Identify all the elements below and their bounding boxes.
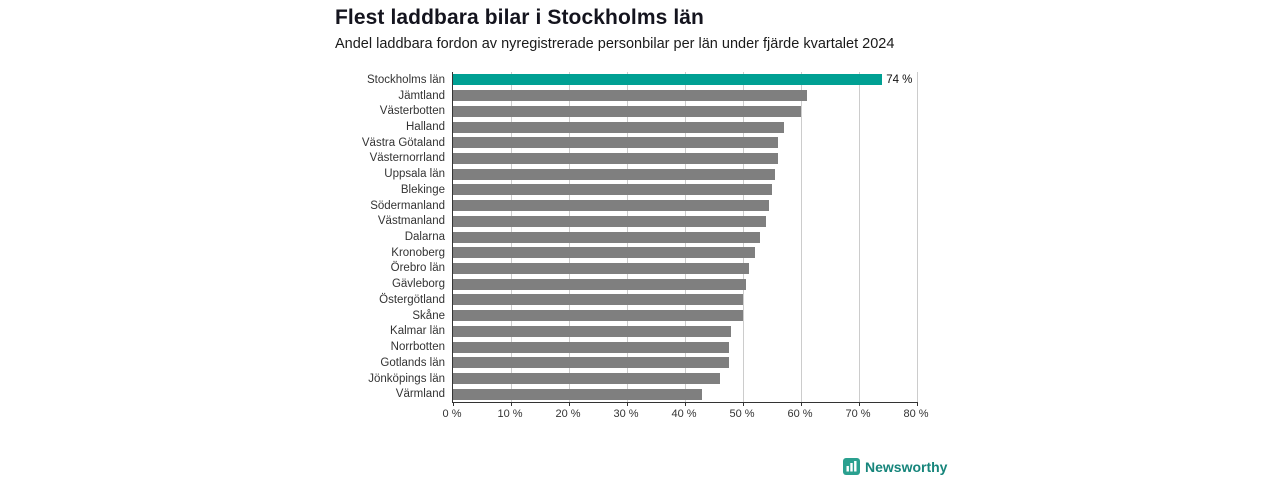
category-label: Jönköpings län [368,372,445,385]
bar-row [453,245,917,261]
category-label: Södermanland [370,199,445,212]
tick-mark [917,402,918,406]
x-tick-label: 30 % [613,408,639,420]
bar [453,168,775,180]
bar-row [453,182,917,198]
tick-mark [743,402,744,406]
bar [453,357,729,369]
category-label: Östergötland [379,293,445,306]
x-tick-label: 40 % [671,408,697,420]
category-label: Västernorrland [369,152,445,165]
tick-mark [859,402,860,406]
category-label: Norrbotten [390,341,445,354]
category-label: Västerbotten [379,105,445,118]
bar [453,310,743,322]
bar-row [453,308,917,324]
bar [453,262,749,274]
x-tick-label: 60 % [787,408,813,420]
bar [453,373,720,385]
tick-mark [685,402,686,406]
bar-row [453,229,917,245]
tick-mark [801,402,802,406]
category-label: Gävleborg [391,278,445,291]
category-label: Kronoberg [391,246,445,259]
category-label: Gotlands län [380,356,445,369]
x-axis-tick-labels: 0 % 10 % 20 % 30 % 40 % 50 % 60 % 70 % 80 % [443,408,929,424]
bar-row [453,198,917,214]
category-label: Västmanland [377,215,445,228]
bar-row [453,261,917,277]
bar-row [453,371,917,387]
category-label: Västra Götaland [361,136,445,149]
bar-row [453,339,917,355]
bar [453,74,883,86]
category-label: Uppsala län [384,168,445,181]
category-label: Skåne [412,309,445,322]
newsworthy-logo-icon [843,458,860,475]
bar [453,294,743,306]
chart-subtitle: Andel laddbara fordon av nyregistrerade … [335,36,895,52]
bar-row [453,166,917,182]
bar-row [453,135,917,151]
bar [453,184,772,196]
bar [453,231,761,243]
bar [453,121,784,133]
bar-row [453,103,917,119]
category-axis: Stockholms län Jämtland Västerbotten Hallan… [300,72,445,402]
bar-row [453,88,917,104]
bar [453,388,703,400]
category-label: Dalarna [404,231,445,244]
x-tick-label: 80 % [903,408,929,420]
category-label: Örebro län [390,262,445,275]
tick-mark [511,402,512,406]
bar-row [453,213,917,229]
bar [453,278,746,290]
bar [453,152,778,164]
x-tick-label: 20 % [555,408,581,420]
bar-row [453,355,917,371]
bar-row [453,386,917,402]
category-label: Stockholms län [367,73,445,86]
bar [453,247,755,259]
bar [453,137,778,149]
gridline [801,72,802,402]
gridline [917,72,918,402]
chart-rows: 74 % [453,72,917,402]
category-label: Jämtland [398,89,445,102]
category-label: Värmland [395,388,445,401]
tick-mark [453,402,454,406]
bar [453,341,729,353]
bar-row [453,324,917,340]
plot-area: 74 % [452,72,918,406]
gridline [859,72,860,402]
tick-mark [627,402,628,406]
bar [453,200,770,212]
chart-title: Flest laddbara bilar i Stockholms län [335,6,704,29]
bar [453,105,801,117]
bar-value-label: 74 % [886,73,913,86]
brand-footer: Newsworthy [843,458,947,475]
x-tick-label: 0 % [442,408,462,420]
bar-row [453,151,917,167]
bar-row [453,276,917,292]
category-label: Blekinge [400,183,445,196]
x-tick-label: 50 % [729,408,755,420]
tick-mark [569,402,570,406]
category-label: Halland [406,121,445,134]
bar [453,90,807,102]
x-tick-label: 10 % [497,408,523,420]
brand-name: Newsworthy [865,458,948,475]
bar-row: 74 % [453,72,917,88]
bar-row [453,119,917,135]
bar [453,325,732,337]
bar-row [453,292,917,308]
category-label: Kalmar län [390,325,445,338]
bar [453,215,767,227]
x-tick-label: 70 % [845,408,871,420]
